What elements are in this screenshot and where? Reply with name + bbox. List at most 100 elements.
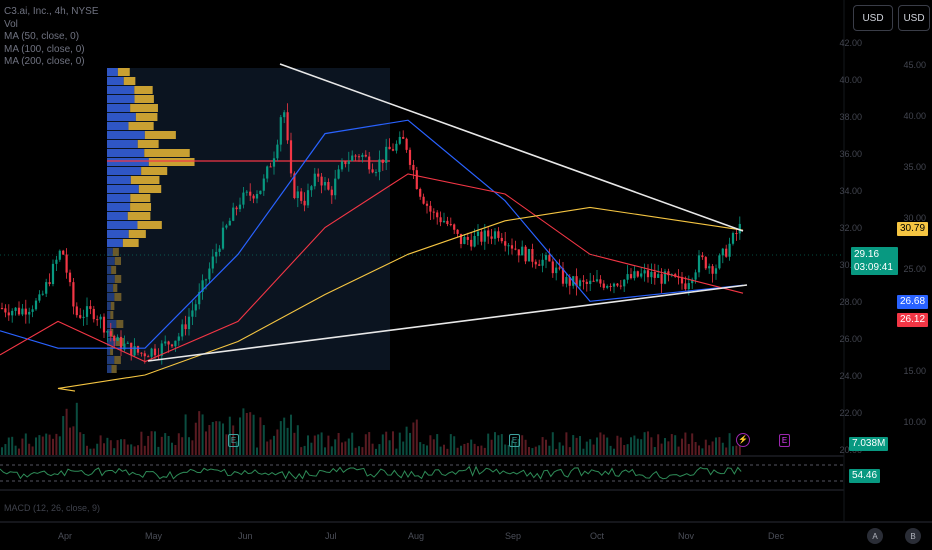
legend-ma50[interactable]: MA (50, close, 0) bbox=[4, 31, 80, 42]
volume-bar bbox=[531, 448, 534, 455]
candle-body bbox=[58, 250, 61, 260]
volume-profile-down-bar bbox=[122, 239, 139, 247]
volume-profile-down-bar bbox=[148, 158, 195, 166]
currency-button-right[interactable]: USD bbox=[898, 5, 930, 31]
lightning-event-icon[interactable]: ⚡ bbox=[736, 433, 750, 447]
volume-bar bbox=[341, 442, 343, 455]
volume-profile-down-bar bbox=[123, 77, 136, 85]
volume-bar bbox=[354, 447, 357, 455]
candle-body bbox=[34, 300, 38, 310]
volume-bar bbox=[347, 438, 350, 455]
candle-body bbox=[728, 243, 731, 257]
volume-profile-up-bar bbox=[107, 68, 118, 76]
candle-body bbox=[354, 155, 357, 157]
candle-body bbox=[653, 272, 656, 278]
candle-body bbox=[106, 331, 109, 333]
volume-profile-up-bar bbox=[107, 230, 129, 238]
legend-ma100[interactable]: MA (100, close, 0) bbox=[4, 43, 85, 55]
candle-body bbox=[497, 231, 500, 238]
candle-body bbox=[609, 285, 612, 287]
volume-bar bbox=[684, 432, 687, 455]
volume-bar bbox=[4, 444, 7, 455]
volume-bar bbox=[728, 433, 731, 455]
candle-body bbox=[174, 340, 177, 347]
candle-body bbox=[633, 271, 636, 279]
candle-body bbox=[391, 149, 395, 151]
volume-bar bbox=[113, 448, 116, 455]
volume-profile-up-bar bbox=[107, 365, 112, 373]
candle-body bbox=[72, 282, 75, 307]
volume-bar bbox=[259, 417, 262, 455]
volume-bar bbox=[334, 439, 337, 455]
candle-body bbox=[725, 248, 728, 257]
volume-bar bbox=[691, 433, 694, 455]
legend-vol[interactable]: Vol bbox=[4, 18, 18, 30]
candle-body bbox=[694, 272, 697, 280]
volume-bar bbox=[694, 442, 697, 455]
volume-bar bbox=[276, 429, 279, 455]
volume-bar bbox=[228, 416, 231, 455]
volume-bar bbox=[385, 431, 388, 455]
volume-profile-up-bar bbox=[107, 257, 115, 265]
candle-body bbox=[701, 255, 704, 258]
log-scale-button[interactable]: B bbox=[905, 528, 921, 544]
volume-bar bbox=[86, 445, 88, 455]
volume-bar bbox=[402, 441, 405, 455]
earnings-event-icon[interactable]: E bbox=[509, 434, 520, 447]
volume-bar bbox=[446, 448, 449, 455]
volume-bar bbox=[429, 435, 432, 455]
volume-bar bbox=[358, 446, 360, 455]
candle-body bbox=[524, 246, 527, 262]
candle-body bbox=[585, 281, 588, 285]
candle-body bbox=[402, 136, 405, 139]
candle-body bbox=[293, 173, 296, 199]
volume-bar bbox=[575, 437, 578, 455]
volume-bar bbox=[551, 432, 554, 455]
candle-body bbox=[92, 308, 95, 320]
macd-legend[interactable]: MACD (12, 26, close, 9) bbox=[4, 503, 101, 513]
candle-body bbox=[415, 170, 418, 189]
volume-bar bbox=[409, 432, 411, 455]
price-axis-tick: 35.00 bbox=[903, 162, 926, 172]
candle-body bbox=[245, 191, 248, 193]
symbol-title[interactable]: C3.ai, Inc., 4h, NYSE bbox=[4, 6, 99, 17]
auto-scale-button[interactable]: A bbox=[867, 528, 883, 544]
candle-body bbox=[589, 280, 592, 285]
volume-profile-down-bar bbox=[110, 347, 114, 355]
volume-profile bbox=[107, 68, 195, 373]
candle-body bbox=[167, 341, 170, 345]
volume-bar bbox=[572, 435, 575, 455]
candle-body bbox=[242, 192, 245, 205]
volume-bar bbox=[52, 438, 54, 455]
volume-bar bbox=[698, 445, 700, 455]
candle-body bbox=[650, 272, 653, 278]
volume-bar bbox=[215, 421, 218, 455]
legend-ma200[interactable]: MA (200, close, 0) bbox=[4, 56, 85, 67]
currency-button-left[interactable]: USD bbox=[853, 5, 893, 31]
candle-body bbox=[228, 220, 231, 226]
volume-bar bbox=[273, 435, 275, 455]
candle-body bbox=[286, 112, 289, 141]
candle-body bbox=[422, 196, 425, 204]
volume-bar bbox=[725, 447, 728, 455]
volume-profile-down-bar bbox=[135, 113, 158, 121]
volume-bar bbox=[317, 434, 320, 455]
upcoming-earnings-event-icon[interactable]: E bbox=[779, 434, 790, 447]
earnings-event-icon[interactable]: E bbox=[228, 434, 239, 447]
candle-body bbox=[65, 254, 68, 273]
volume-bar bbox=[11, 436, 14, 455]
volume-bar bbox=[538, 445, 541, 455]
candle-body bbox=[215, 251, 218, 257]
candle-body bbox=[735, 233, 738, 235]
volume-bar bbox=[21, 438, 24, 455]
candle-body bbox=[708, 266, 711, 269]
volume-profile-up-bar bbox=[107, 329, 111, 337]
candle-body bbox=[718, 255, 721, 269]
price-axis-tick: 30.00 bbox=[903, 213, 926, 223]
volume-bar bbox=[184, 414, 187, 455]
volume-bar bbox=[160, 436, 163, 455]
volume-profile-down-bar bbox=[114, 275, 122, 283]
candle-body bbox=[395, 143, 398, 151]
volume-profile-up-bar bbox=[107, 356, 115, 364]
